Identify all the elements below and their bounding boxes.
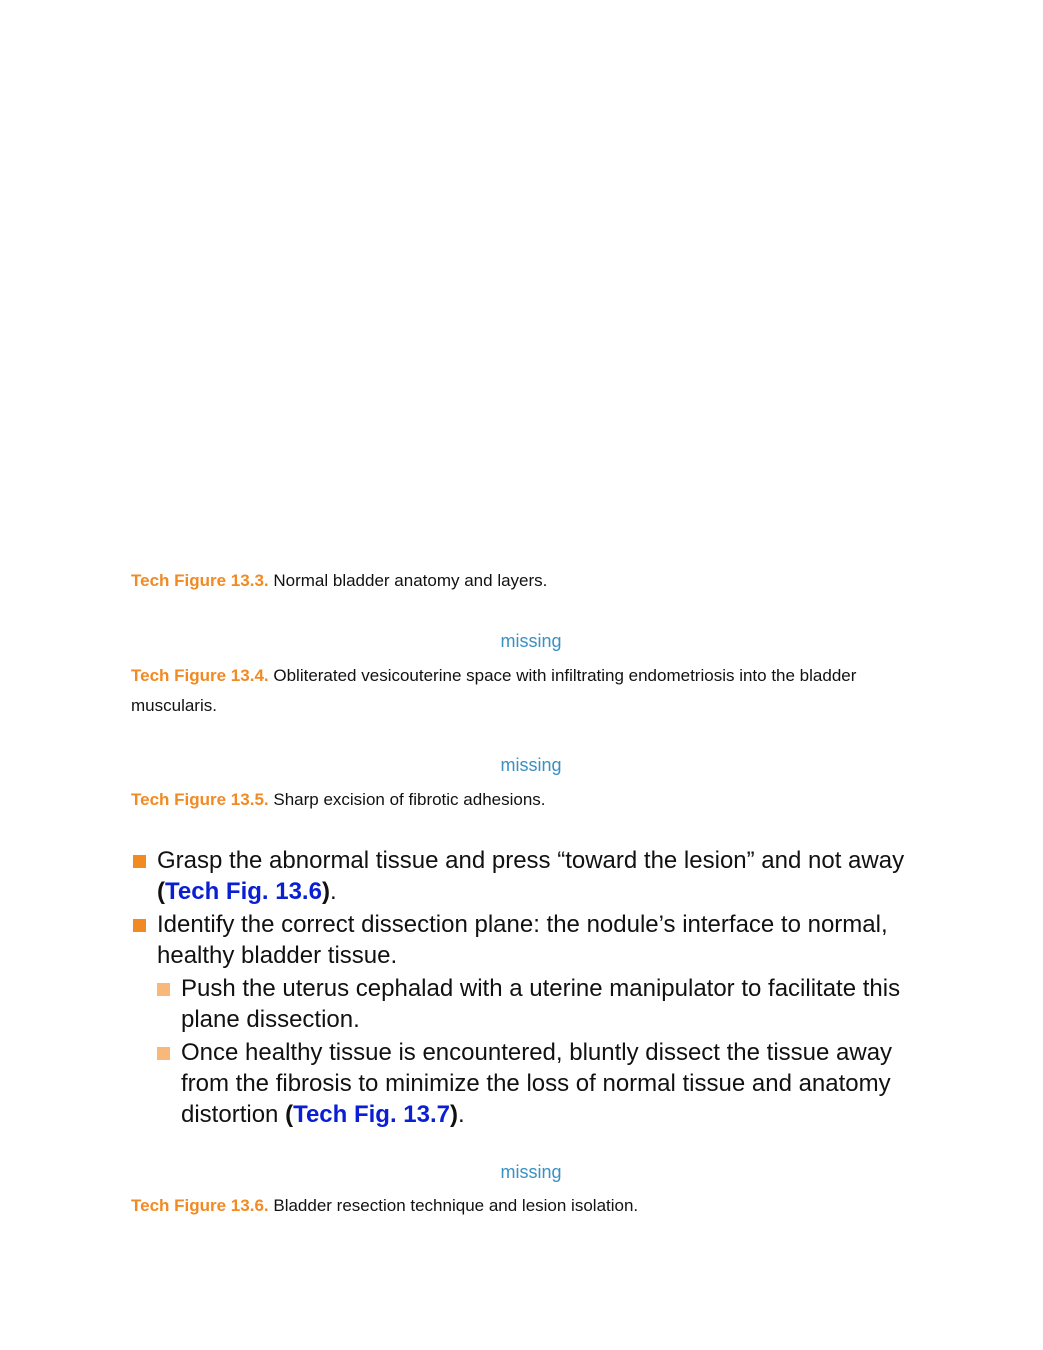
caption-label: Tech Figure 13.6. <box>131 1196 269 1215</box>
bullet-text: Identify the correct dissection plane: t… <box>157 911 888 969</box>
figure-link[interactable]: Tech Fig. 13.7 <box>293 1101 450 1128</box>
bullet-list: Grasp the abnormal tissue and press “tow… <box>131 845 911 1130</box>
paren: ( <box>285 1101 294 1128</box>
caption: Tech Figure 13.5. Sharp excision of fibr… <box>131 785 911 815</box>
caption-label: Tech Figure 13.3. <box>131 571 269 590</box>
punctuation: . <box>329 878 337 905</box>
bullet-text: Once healthy tissue is encountered, blun… <box>181 1039 893 1128</box>
caption-text: Normal bladder anatomy and layers. <box>273 571 548 590</box>
bullet-text: Grasp the abnormal tissue and press “tow… <box>157 847 905 874</box>
image-placeholder: missing <box>500 755 562 775</box>
caption: Tech Figure 13.3. Normal bladder anatomy… <box>131 566 911 596</box>
caption-label: Tech Figure 13.5. <box>131 790 269 809</box>
caption-label: Tech Figure 13.4. <box>131 666 269 685</box>
caption-text: Obliterated vesicouterine space with inf… <box>131 666 857 715</box>
image-placeholder: missing <box>500 1162 562 1182</box>
paren: ) <box>321 878 330 905</box>
caption: Tech Figure 13.6. Bladder resection tech… <box>131 1191 911 1221</box>
sub-bullet: Once healthy tissue is encountered, blun… <box>156 1037 911 1130</box>
figure-link[interactable]: Tech Fig. 13.6 <box>165 878 322 905</box>
bullet: Identify the correct dissection plane: t… <box>131 909 911 1130</box>
bullet-text: Push the uterus cephalad with a uterine … <box>181 975 901 1033</box>
paren: ( <box>157 878 165 905</box>
image-placeholder: missing <box>500 631 562 651</box>
sub-list: Push the uterus cephalad with a uterine … <box>156 973 911 1130</box>
caption: Tech Figure 13.4. Obliterated vesicouter… <box>131 661 911 721</box>
bullet: Grasp the abnormal tissue and press “tow… <box>131 845 911 907</box>
sub-bullet: Push the uterus cephalad with a uterine … <box>156 973 911 1035</box>
caption-text: Sharp excision of fibrotic adhesions. <box>273 790 546 809</box>
caption-text: Bladder resection technique and lesion i… <box>273 1196 639 1215</box>
paren: ) <box>450 1101 458 1128</box>
punctuation: . <box>458 1101 465 1128</box>
